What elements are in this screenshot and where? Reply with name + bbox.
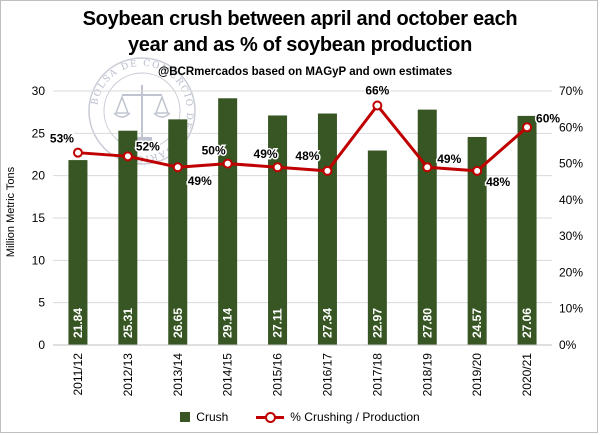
y2-tick-label: 60%	[559, 120, 583, 134]
bar-data-label: 27.80	[420, 308, 434, 338]
legend-label-percent: % Crushing / Production	[290, 410, 420, 424]
line-point	[222, 158, 233, 169]
bcr-seal-watermark: BOLSA DE COMERCIO DE ROSARIO	[86, 55, 198, 167]
line-data-label: 48%	[486, 175, 510, 189]
chart-subtitle: @BCRmercados based on MAGyP and own esti…	[158, 66, 453, 78]
bar-crush	[68, 160, 88, 345]
bar-crush	[218, 98, 238, 345]
x-tick-label: 2011/12	[71, 353, 85, 396]
chart-title-line-1: Soybean crush between april and october …	[82, 8, 518, 30]
y-tick-label: 10	[32, 253, 46, 267]
y2-tick-label: 0%	[559, 338, 577, 352]
bar-data-label: 29.14	[221, 308, 235, 338]
line-data-label: 48%	[295, 149, 319, 163]
y-tick-label: 25	[32, 126, 46, 140]
legend-label-crush: Crush	[196, 410, 229, 424]
y-tick-label: 5	[38, 296, 45, 310]
x-tick-label: 2017/18	[370, 353, 384, 397]
bar-crush	[168, 119, 188, 345]
legend-item-crush: Crush	[180, 410, 228, 424]
y2-tick-label: 20%	[559, 265, 583, 279]
y-tick-label: 20	[32, 169, 46, 183]
bar-data-label: 25.31	[121, 308, 135, 338]
chart-title: Soybean crush between april and october …	[0, 6, 600, 58]
y2-tick-label: 70%	[559, 84, 583, 98]
line-data-label: 49%	[437, 152, 461, 166]
legend-item-percent: % Crushing / Production	[256, 410, 420, 424]
x-tick-label: 2013/14	[171, 353, 185, 397]
line-point	[422, 162, 433, 173]
line-point	[272, 162, 283, 173]
bar-data-labels: 21.84 25.31 26.65 29.14 27.11 27.34 22.97 27.80…	[71, 308, 534, 338]
x-tick-label: 2019/20	[470, 353, 484, 397]
bar-series-crush	[68, 98, 537, 346]
x-tick-label: 2015/16	[271, 353, 285, 397]
line-point	[372, 100, 383, 111]
y-tick-label: 0	[38, 338, 45, 352]
y-tick-label: 30	[32, 84, 46, 98]
line-point	[322, 165, 333, 176]
left-y-axis: 0 5 10 15 20 25 30	[32, 84, 46, 352]
line-data-label: 50%	[202, 144, 226, 158]
line-data-label: 60%	[536, 111, 560, 125]
line-data-labels: 53% 52% 49% 50% 49% 48% 66% 49% 48% 60%	[48, 82, 561, 190]
bar-data-label: 27.06	[520, 308, 534, 338]
bar-data-label: 27.34	[320, 308, 334, 338]
bar-data-label: 24.57	[470, 308, 484, 338]
bar-crush	[118, 130, 138, 345]
right-y-axis: 0% 10% 20% 30% 40% 50% 60% 70%	[559, 84, 583, 352]
line-data-label: 53%	[50, 132, 74, 146]
y-tick-label: 15	[32, 211, 46, 225]
line-data-label: 66%	[365, 84, 389, 98]
bar-data-label: 27.11	[271, 308, 285, 338]
y2-tick-label: 10%	[559, 302, 583, 316]
line-data-label: 52%	[136, 139, 160, 153]
x-axis: 2011/12 2012/13 2013/14 2014/15 2015/16 2016/…	[53, 344, 552, 397]
line-data-label: 49%	[188, 174, 212, 188]
bar-data-label: 21.84	[71, 308, 85, 338]
bar-crush	[367, 150, 387, 345]
line-point	[522, 122, 533, 133]
bar-data-label: 26.65	[171, 308, 185, 338]
bar-data-label: 22.97	[370, 308, 384, 338]
chart-title-line-2: year and as % of soybean production	[127, 34, 473, 56]
legend: Crush % Crushing / Production	[0, 406, 600, 428]
y2-tick-label: 40%	[559, 193, 583, 207]
line-percent	[77, 104, 529, 173]
y2-tick-label: 30%	[559, 229, 583, 243]
x-tick-label: 2016/17	[320, 353, 334, 397]
bar-crush	[467, 136, 487, 345]
legend-swatch-percent	[256, 411, 285, 423]
line-point	[122, 151, 133, 162]
x-tick-label: 2020/21	[520, 353, 534, 397]
line-series-percent	[72, 100, 533, 176]
bar-crush	[517, 115, 537, 345]
x-tick-label: 2018/19	[420, 353, 434, 397]
y2-tick-label: 50%	[559, 157, 583, 171]
line-point	[72, 147, 83, 158]
line-data-label: 49%	[254, 147, 278, 161]
line-point	[472, 165, 483, 176]
line-point	[172, 162, 183, 173]
x-tick-label: 2014/15	[221, 353, 235, 397]
legend-swatch-crush	[180, 412, 191, 422]
x-tick-label: 2012/13	[121, 353, 135, 397]
bar-crush	[268, 115, 288, 346]
